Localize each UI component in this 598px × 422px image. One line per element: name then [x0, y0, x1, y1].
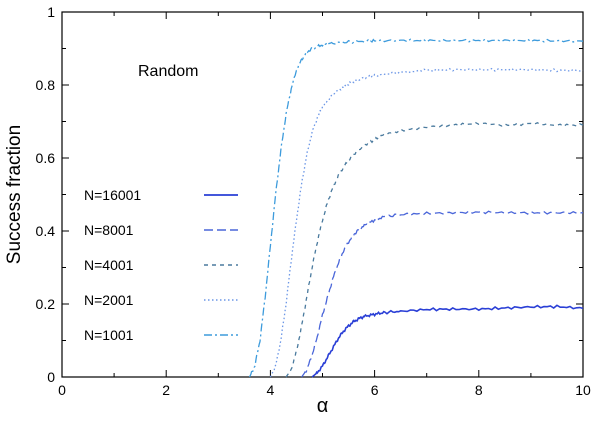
x-tick-label: 10 — [575, 382, 591, 398]
x-tick-label: 2 — [162, 382, 170, 398]
y-tick-label: 0.8 — [36, 77, 56, 93]
y-tick-label: 0 — [47, 369, 55, 385]
legend-label: N=2001 — [84, 292, 134, 308]
y-tick-label: 0.4 — [36, 223, 56, 239]
y-tick-label: 0.2 — [36, 296, 56, 312]
series-line-n-1001 — [248, 38, 584, 378]
y-tick-label: 1 — [47, 4, 55, 20]
plot-area: 0 2 4 6 8 10 0 0.2 0.4 0.6 0.8 1 N=16001 N=8001 N=4001… — [36, 4, 591, 398]
y-tick-label: 0.6 — [36, 150, 56, 166]
y-axis-label: Success fraction — [4, 125, 25, 264]
legend-label: N=8001 — [84, 222, 134, 238]
series-line-n-2001 — [269, 67, 584, 378]
legend-label: N=4001 — [84, 257, 134, 273]
x-tick-label: 4 — [267, 382, 275, 398]
x-tick-label: 0 — [58, 382, 66, 398]
x-tick-label: 6 — [371, 382, 379, 398]
series-line-n-16001 — [311, 304, 584, 378]
x-axis-label: α — [317, 395, 329, 417]
series-line-n-8001 — [301, 210, 584, 378]
legend-label: N=16001 — [84, 187, 141, 203]
chart-annotation: Random — [138, 63, 198, 80]
series-line-n-4001 — [285, 121, 584, 378]
legend-label: N=1001 — [84, 327, 134, 343]
x-tick-label: 8 — [475, 382, 483, 398]
